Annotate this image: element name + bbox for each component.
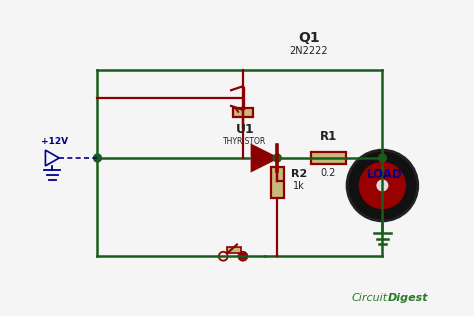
Circle shape: [240, 253, 246, 259]
Text: 0.2: 0.2: [321, 168, 336, 178]
Bar: [233, 108, 253, 117]
Text: +12V: +12V: [40, 137, 68, 146]
Bar: [227, 247, 241, 253]
Bar: [310, 152, 346, 164]
Text: THYRISTOR: THYRISTOR: [223, 137, 266, 146]
Circle shape: [377, 180, 388, 191]
Polygon shape: [252, 145, 277, 171]
Circle shape: [378, 154, 386, 162]
Text: Q1: Q1: [298, 31, 319, 45]
Circle shape: [273, 154, 281, 162]
Text: 1k: 1k: [293, 181, 305, 191]
Text: U1: U1: [236, 124, 254, 137]
Text: R1: R1: [320, 130, 337, 143]
Text: LOAD: LOAD: [366, 168, 402, 181]
Circle shape: [360, 164, 404, 207]
Circle shape: [93, 154, 101, 162]
Circle shape: [347, 150, 418, 221]
Text: R2: R2: [291, 169, 307, 179]
Text: 2N2222: 2N2222: [290, 46, 328, 56]
Text: Digest: Digest: [387, 293, 428, 303]
Text: Circuit: Circuit: [351, 293, 387, 303]
Bar: [271, 167, 283, 198]
